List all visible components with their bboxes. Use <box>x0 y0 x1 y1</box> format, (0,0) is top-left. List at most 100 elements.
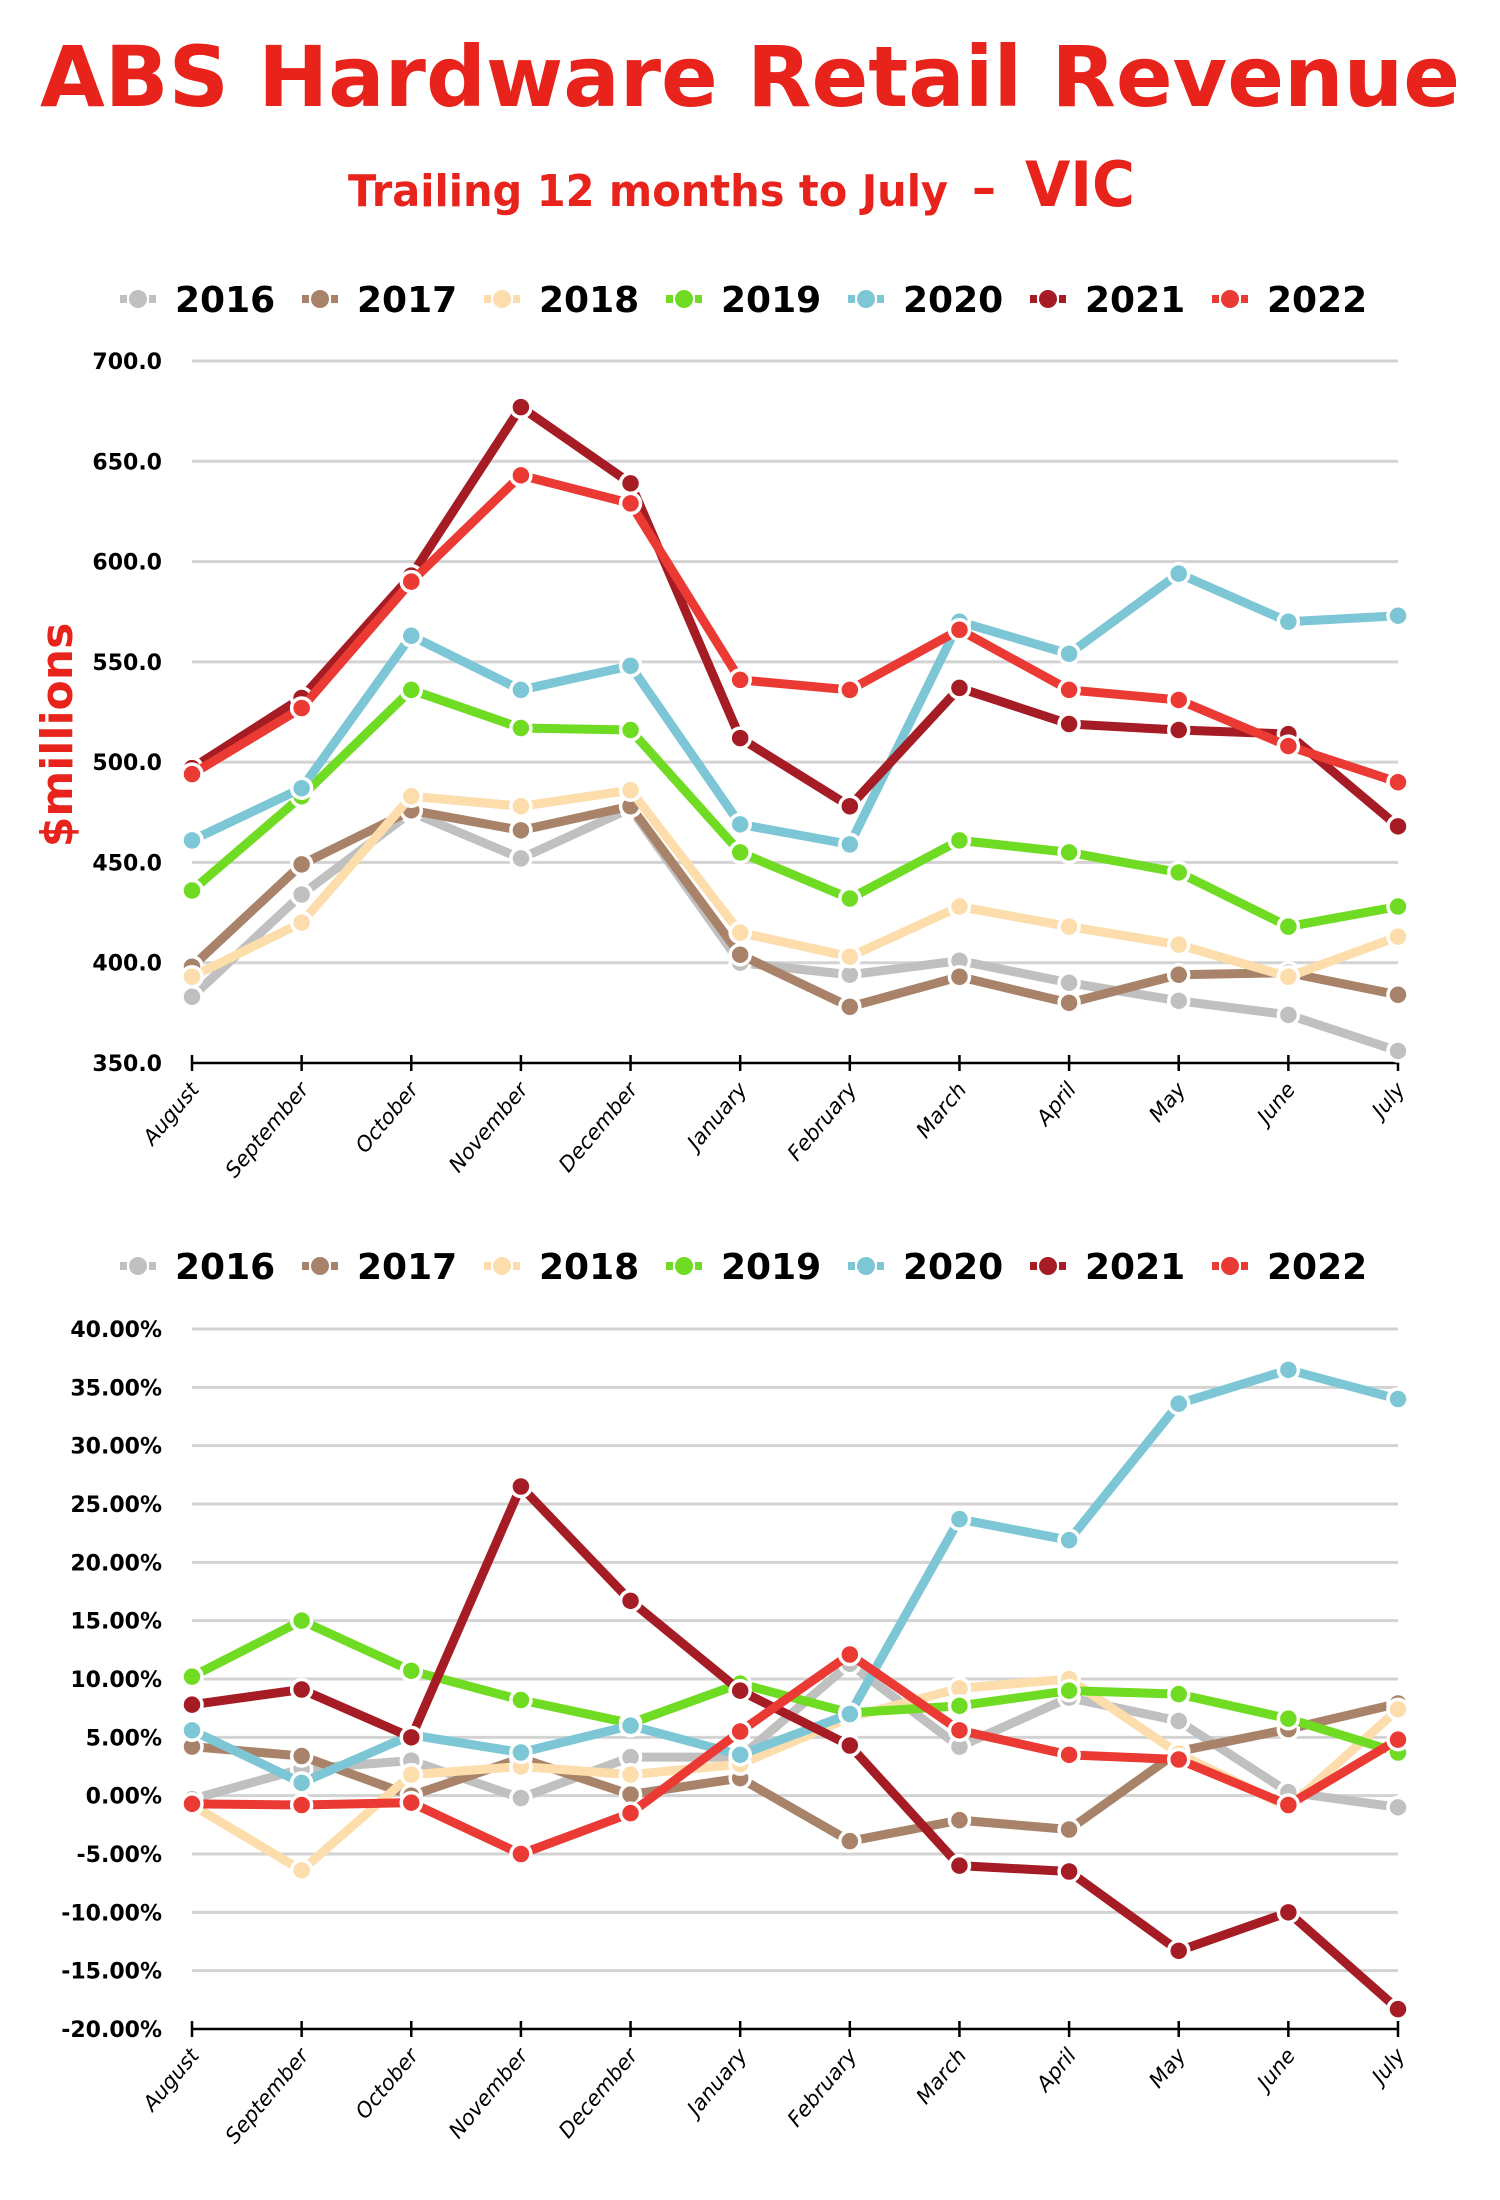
data-point-2020-november[interactable] <box>509 678 533 702</box>
data-point-2020-february[interactable] <box>838 832 862 857</box>
data-point-2019-october[interactable] <box>399 1659 424 1683</box>
data-point-2017-january[interactable] <box>728 942 752 967</box>
data-point-2019-february[interactable] <box>838 886 862 911</box>
data-point-2016-november[interactable] <box>509 1786 533 1810</box>
data-point-2022-july[interactable] <box>1386 1727 1410 1752</box>
data-point-2019-may[interactable] <box>1166 1682 1191 1706</box>
data-point-2017-september[interactable] <box>289 852 314 877</box>
data-point-2022-march[interactable] <box>947 1718 972 1743</box>
data-point-2022-november[interactable] <box>509 1842 533 1866</box>
data-point-2018-march[interactable] <box>947 894 972 919</box>
data-point-2016-november[interactable] <box>509 846 533 871</box>
data-point-2016-july[interactable] <box>1386 1795 1410 1820</box>
data-point-2018-june[interactable] <box>1276 965 1301 989</box>
data-point-2020-june[interactable] <box>1276 609 1301 634</box>
data-point-2022-may[interactable] <box>1166 1747 1191 1772</box>
data-point-2017-february[interactable] <box>838 995 862 1019</box>
data-point-2021-july[interactable] <box>1386 1997 1410 2021</box>
data-point-2022-december[interactable] <box>618 491 643 516</box>
data-point-2017-july[interactable] <box>1386 983 1410 1007</box>
data-point-2022-december[interactable] <box>618 1801 643 1825</box>
data-point-2018-october[interactable] <box>399 1762 424 1787</box>
data-point-2017-february[interactable] <box>838 1829 862 1853</box>
data-point-2018-april[interactable] <box>1057 914 1081 939</box>
data-point-2021-november[interactable] <box>509 395 533 419</box>
data-point-2020-march[interactable] <box>947 1507 972 1531</box>
data-point-2020-july[interactable] <box>1386 603 1410 628</box>
data-point-2021-july[interactable] <box>1386 814 1410 839</box>
data-point-2017-april[interactable] <box>1057 1817 1081 1842</box>
data-point-2018-may[interactable] <box>1166 932 1191 957</box>
data-point-2020-june[interactable] <box>1276 1358 1301 1382</box>
data-point-2022-august[interactable] <box>180 762 204 786</box>
data-point-2021-may[interactable] <box>1166 1939 1191 1963</box>
data-point-2022-february[interactable] <box>838 678 862 702</box>
data-point-2022-july[interactable] <box>1386 770 1410 794</box>
data-point-2020-may[interactable] <box>1166 561 1191 586</box>
data-point-2021-december[interactable] <box>618 1589 643 1613</box>
data-point-2017-april[interactable] <box>1057 991 1081 1015</box>
data-point-2019-march[interactable] <box>947 828 972 853</box>
data-point-2021-march[interactable] <box>947 1853 972 1878</box>
data-point-2020-april[interactable] <box>1057 642 1081 666</box>
data-point-2019-january[interactable] <box>728 840 752 865</box>
data-point-2021-march[interactable] <box>947 676 972 700</box>
data-point-2019-april[interactable] <box>1057 1678 1081 1703</box>
data-point-2019-june[interactable] <box>1276 914 1301 939</box>
data-point-2020-january[interactable] <box>728 812 752 837</box>
data-point-2020-may[interactable] <box>1166 1391 1191 1416</box>
data-point-2016-may[interactable] <box>1166 1709 1191 1733</box>
data-point-2021-january[interactable] <box>728 726 752 750</box>
data-point-2021-september[interactable] <box>289 1677 314 1702</box>
data-point-2016-september[interactable] <box>289 882 314 907</box>
data-point-2021-april[interactable] <box>1057 1859 1081 1884</box>
data-point-2022-november[interactable] <box>509 463 533 488</box>
data-point-2019-april[interactable] <box>1057 840 1081 865</box>
data-point-2019-august[interactable] <box>180 1664 204 1689</box>
data-point-2016-may[interactable] <box>1166 989 1191 1013</box>
data-point-2019-november[interactable] <box>509 716 533 740</box>
data-point-2018-october[interactable] <box>399 784 424 808</box>
data-point-2018-july[interactable] <box>1386 1697 1410 1722</box>
data-point-2017-march[interactable] <box>947 965 972 989</box>
data-point-2022-october[interactable] <box>399 1790 424 1815</box>
data-point-2019-september[interactable] <box>289 1608 314 1633</box>
data-point-2020-january[interactable] <box>728 1743 752 1767</box>
data-point-2021-december[interactable] <box>618 471 643 496</box>
data-point-2020-august[interactable] <box>180 1718 204 1743</box>
data-point-2016-july[interactable] <box>1386 1039 1410 1063</box>
data-point-2020-february[interactable] <box>838 1702 862 1726</box>
data-point-2016-april[interactable] <box>1057 971 1081 995</box>
data-point-2022-january[interactable] <box>728 1719 752 1744</box>
data-point-2020-november[interactable] <box>509 1740 533 1765</box>
data-point-2019-june[interactable] <box>1276 1706 1301 1731</box>
data-point-2021-january[interactable] <box>728 1678 752 1703</box>
data-point-2020-august[interactable] <box>180 828 204 853</box>
data-point-2021-october[interactable] <box>399 1725 424 1750</box>
data-point-2019-october[interactable] <box>399 678 424 702</box>
data-point-2020-december[interactable] <box>618 1713 643 1738</box>
data-point-2018-december[interactable] <box>618 1762 643 1787</box>
data-point-2022-june[interactable] <box>1276 734 1301 758</box>
data-point-2018-august[interactable] <box>180 965 204 989</box>
data-point-2019-november[interactable] <box>509 1688 533 1712</box>
data-point-2019-may[interactable] <box>1166 860 1191 885</box>
data-point-2021-june[interactable] <box>1276 1900 1301 1925</box>
data-point-2022-march[interactable] <box>947 618 972 642</box>
data-point-2018-november[interactable] <box>509 794 533 819</box>
data-point-2018-july[interactable] <box>1386 924 1410 949</box>
data-point-2022-january[interactable] <box>728 668 752 692</box>
data-point-2018-january[interactable] <box>728 920 752 945</box>
data-point-2017-may[interactable] <box>1166 962 1191 987</box>
data-point-2022-april[interactable] <box>1057 1743 1081 1767</box>
data-point-2020-september[interactable] <box>289 1771 314 1795</box>
data-point-2016-august[interactable] <box>180 985 204 1009</box>
data-point-2018-september[interactable] <box>289 1858 314 1883</box>
data-point-2018-december[interactable] <box>618 778 643 802</box>
data-point-2018-february[interactable] <box>838 944 862 969</box>
data-point-2022-june[interactable] <box>1276 1793 1301 1817</box>
data-point-2021-august[interactable] <box>180 1692 204 1717</box>
data-point-2020-april[interactable] <box>1057 1528 1081 1552</box>
data-point-2019-july[interactable] <box>1386 894 1410 919</box>
data-point-2017-march[interactable] <box>947 1808 972 1832</box>
